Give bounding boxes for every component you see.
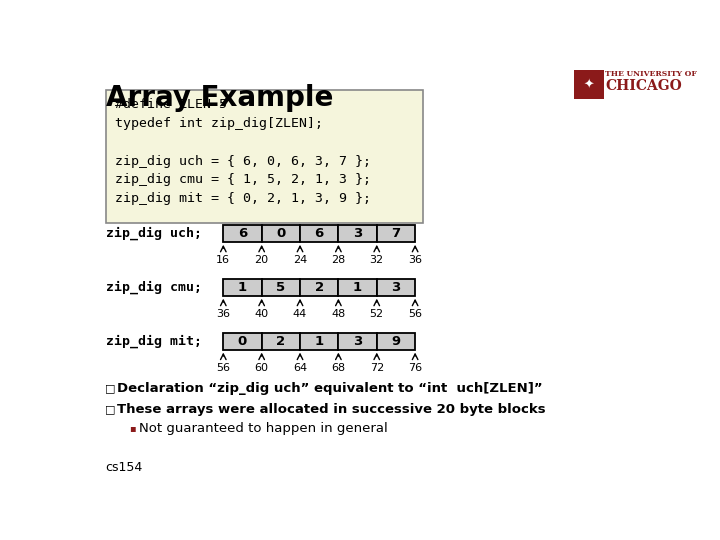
Text: ▪: ▪ [129,423,135,433]
Text: 6: 6 [315,227,324,240]
Text: cs154: cs154 [106,462,143,475]
Text: THE UNIVERSITY OF: THE UNIVERSITY OF [606,70,697,78]
Text: 2: 2 [315,281,324,294]
Text: 32: 32 [369,255,384,265]
Bar [261,279,300,296]
Text: 0: 0 [238,335,247,348]
Text: Array Example: Array Example [106,84,333,112]
Text: zip_dig mit = { 0, 2, 1, 3, 9 };: zip_dig mit = { 0, 2, 1, 3, 9 }; [114,192,371,205]
Text: 52: 52 [369,309,384,319]
Text: zip_dig cmu = { 1, 5, 2, 1, 3 };: zip_dig cmu = { 1, 5, 2, 1, 3 }; [114,173,371,186]
Text: 3: 3 [391,281,400,294]
Text: 20: 20 [255,255,269,265]
Bar [261,225,300,242]
Text: 3: 3 [353,335,362,348]
Text: 36: 36 [408,255,422,265]
Text: 16: 16 [216,255,230,265]
Text: 2: 2 [276,335,285,348]
Bar [338,333,377,350]
Bar [223,225,261,242]
Bar [377,279,415,296]
Text: 56: 56 [216,363,230,373]
Text: 5: 5 [276,281,285,294]
Text: CHICAGO: CHICAGO [606,79,682,93]
Text: 7: 7 [392,227,400,240]
Text: typedef int zip_dig[ZLEN];: typedef int zip_dig[ZLEN]; [114,117,323,130]
Text: zip_dig cmu;: zip_dig cmu; [106,281,202,294]
Bar [377,225,415,242]
Text: 56: 56 [408,309,422,319]
Text: #define ZLEN 5: #define ZLEN 5 [114,98,227,111]
Text: 68: 68 [331,363,346,373]
Bar [338,225,377,242]
Text: 24: 24 [293,255,307,265]
Text: 44: 44 [293,309,307,319]
Bar [575,70,604,99]
Text: 28: 28 [331,255,346,265]
Text: zip_dig mit;: zip_dig mit; [106,335,202,348]
Bar [338,279,377,296]
Bar [300,225,338,242]
Text: 48: 48 [331,309,346,319]
Text: 76: 76 [408,363,422,373]
Text: Not guaranteed to happen in general: Not guaranteed to happen in general [139,422,387,435]
Text: 36: 36 [216,309,230,319]
Text: □: □ [106,383,116,393]
Text: These arrays were allocated in successive 20 byte blocks: These arrays were allocated in successiv… [117,403,546,416]
Bar [223,279,261,296]
Text: 3: 3 [353,227,362,240]
Text: □: □ [106,405,116,415]
Text: zip_dig uch = { 6, 0, 6, 3, 7 };: zip_dig uch = { 6, 0, 6, 3, 7 }; [114,154,371,167]
Text: zip_dig uch;: zip_dig uch; [106,227,202,240]
Text: 1: 1 [315,335,324,348]
Text: 0: 0 [276,227,285,240]
Bar [223,333,261,350]
Text: Declaration “zip_dig uch” equivalent to “int  uch[ZLEN]”: Declaration “zip_dig uch” equivalent to … [117,382,543,395]
Bar [300,279,338,296]
Text: 6: 6 [238,227,247,240]
Text: 9: 9 [392,335,400,348]
Text: 40: 40 [255,309,269,319]
Bar [261,333,300,350]
Text: 72: 72 [369,363,384,373]
Text: ✦: ✦ [584,78,594,91]
Text: 1: 1 [238,281,247,294]
Bar [377,333,415,350]
Text: 1: 1 [353,281,362,294]
Text: 60: 60 [255,363,269,373]
Bar [106,90,423,222]
Text: 64: 64 [293,363,307,373]
Bar [300,333,338,350]
